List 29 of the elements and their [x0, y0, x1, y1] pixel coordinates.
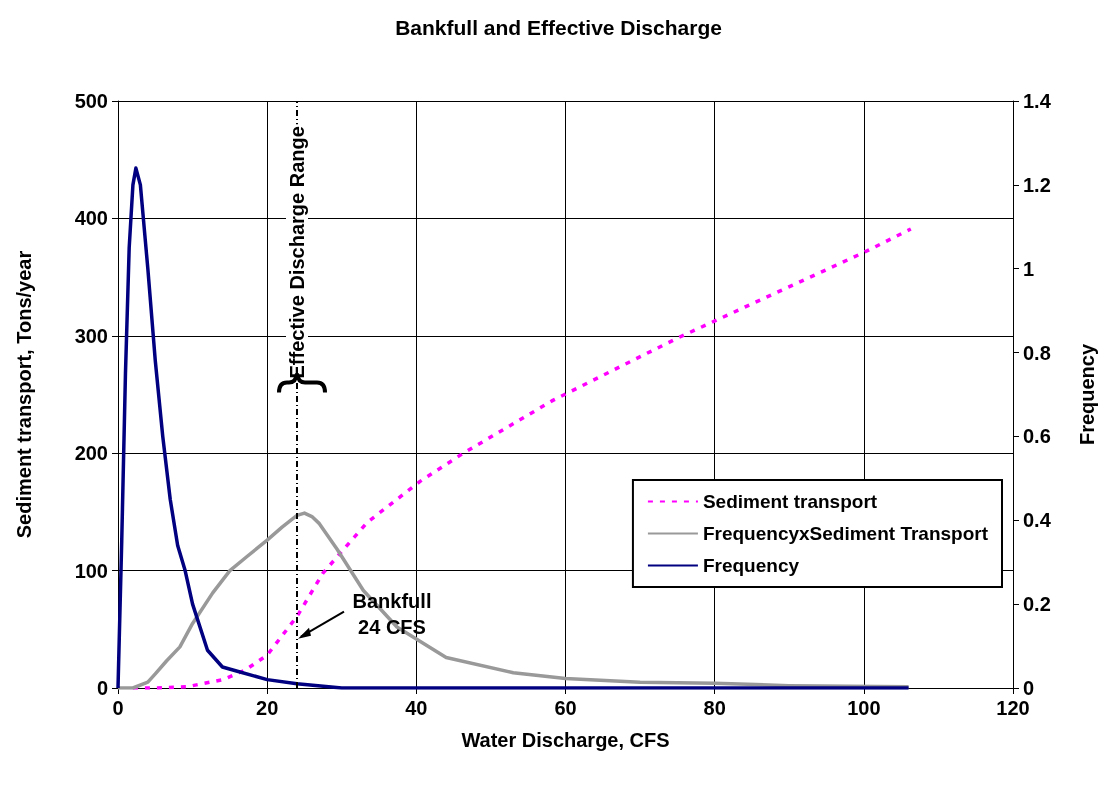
y2-tick-label: 1.4	[1023, 90, 1052, 112]
y2-tick-label: 1	[1023, 257, 1035, 280]
x-axis-title: Water Discharge, CFS	[461, 729, 670, 751]
legend-label: Sediment transport	[702, 491, 878, 512]
legend-label: Frequency	[702, 555, 800, 576]
x-tick-label: 80	[703, 697, 726, 719]
y-tick-label: 100	[74, 559, 108, 582]
y2-tick-label: 0.6	[1023, 425, 1051, 448]
y2-tick-label: 1.2	[1023, 173, 1051, 196]
x-tick-label: 0	[112, 697, 124, 719]
y-tick-label: 200	[74, 442, 108, 465]
x-tick-label: 40	[405, 697, 428, 719]
x-tick-label: 100	[847, 697, 881, 719]
y-tick-label: 300	[74, 324, 108, 347]
y2-tick-label: 0.8	[1023, 341, 1051, 364]
x-tick-label: 120	[996, 697, 1030, 719]
y-tick-label: 400	[74, 207, 108, 230]
y-tick-label: 500	[74, 90, 108, 112]
y2-tick-label: 0.2	[1023, 593, 1051, 616]
chart-title: Bankfull and Effective Discharge	[395, 16, 722, 39]
y2-axis-title: Frequency	[1076, 343, 1098, 446]
annotation: Effective Discharge Range	[286, 126, 308, 379]
x-tick-label: 60	[554, 697, 577, 719]
y2-tick-label: 0	[1023, 677, 1035, 699]
x-tick-label: 20	[256, 697, 279, 719]
y-tick-label: 0	[96, 677, 108, 699]
y-axis-title: Sediment transport, Tons/year	[13, 250, 35, 539]
y2-tick-label: 0.4	[1023, 509, 1052, 532]
legend-label: FrequencyxSediment Transport	[702, 523, 989, 544]
